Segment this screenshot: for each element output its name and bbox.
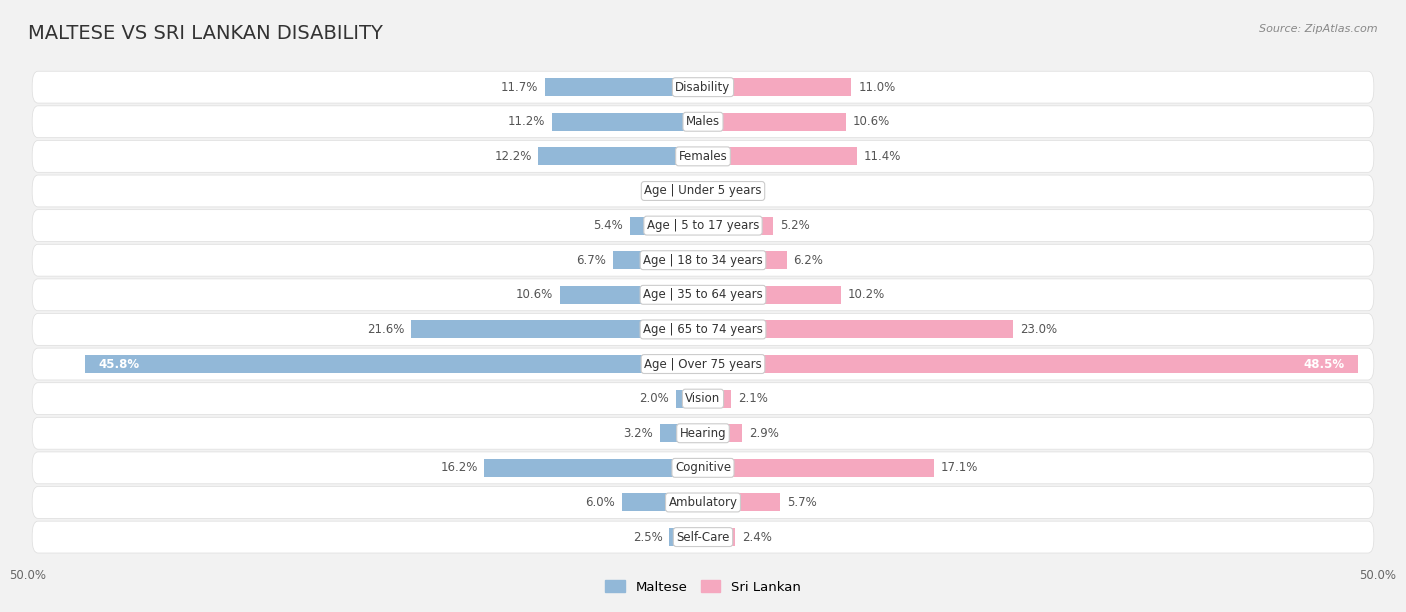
Text: 10.6%: 10.6% [853,115,890,129]
Text: Source: ZipAtlas.com: Source: ZipAtlas.com [1260,24,1378,34]
Text: 1.3%: 1.3% [650,184,679,198]
Text: 17.1%: 17.1% [941,461,979,474]
Text: 10.6%: 10.6% [516,288,553,301]
Text: 11.7%: 11.7% [501,81,538,94]
FancyBboxPatch shape [32,106,1374,138]
FancyBboxPatch shape [32,382,1374,414]
Text: 5.2%: 5.2% [780,219,810,232]
Text: Age | Under 5 years: Age | Under 5 years [644,184,762,198]
Bar [703,147,856,165]
Bar [659,424,703,442]
Bar [551,113,703,131]
Text: Age | 5 to 17 years: Age | 5 to 17 years [647,219,759,232]
FancyBboxPatch shape [32,313,1374,345]
FancyBboxPatch shape [32,487,1374,518]
Bar [703,113,846,131]
Text: 23.0%: 23.0% [1021,323,1057,336]
Text: Ambulatory: Ambulatory [668,496,738,509]
Text: Hearing: Hearing [679,427,727,440]
Text: 6.7%: 6.7% [576,254,606,267]
Bar [621,493,703,512]
Text: 21.6%: 21.6% [367,323,405,336]
Text: 11.4%: 11.4% [863,150,901,163]
Text: 2.0%: 2.0% [640,392,669,405]
Bar [669,528,703,546]
Text: 1.1%: 1.1% [724,184,755,198]
FancyBboxPatch shape [32,417,1374,449]
Text: Self-Care: Self-Care [676,531,730,543]
Bar [703,390,731,408]
Legend: Maltese, Sri Lankan: Maltese, Sri Lankan [600,575,806,599]
Text: 45.8%: 45.8% [98,357,139,370]
Text: 5.4%: 5.4% [593,219,623,232]
Text: Males: Males [686,115,720,129]
Bar [703,493,780,512]
Bar [613,251,703,269]
Bar [538,147,703,165]
Bar [703,459,934,477]
Bar [546,78,703,96]
Bar [703,251,787,269]
FancyBboxPatch shape [32,348,1374,380]
FancyBboxPatch shape [32,175,1374,207]
Bar [703,321,1014,338]
Text: Age | 18 to 34 years: Age | 18 to 34 years [643,254,763,267]
Text: 16.2%: 16.2% [440,461,478,474]
Bar [560,286,703,304]
Text: 48.5%: 48.5% [1303,357,1344,370]
Text: 2.9%: 2.9% [749,427,779,440]
Text: MALTESE VS SRI LANKAN DISABILITY: MALTESE VS SRI LANKAN DISABILITY [28,24,382,43]
Text: 2.1%: 2.1% [738,392,768,405]
Bar [703,286,841,304]
FancyBboxPatch shape [32,71,1374,103]
FancyBboxPatch shape [32,452,1374,483]
Text: 12.2%: 12.2% [494,150,531,163]
Text: Age | Over 75 years: Age | Over 75 years [644,357,762,370]
Bar [676,390,703,408]
Text: 11.0%: 11.0% [858,81,896,94]
Bar [412,321,703,338]
Bar [686,182,703,200]
Bar [84,355,703,373]
Text: Cognitive: Cognitive [675,461,731,474]
Text: 5.7%: 5.7% [787,496,817,509]
Text: 6.0%: 6.0% [585,496,616,509]
Bar [703,528,735,546]
Text: Age | 65 to 74 years: Age | 65 to 74 years [643,323,763,336]
Text: Age | 35 to 64 years: Age | 35 to 64 years [643,288,763,301]
Bar [703,355,1358,373]
FancyBboxPatch shape [32,141,1374,173]
FancyBboxPatch shape [32,210,1374,242]
Text: 3.2%: 3.2% [623,427,652,440]
FancyBboxPatch shape [32,521,1374,553]
Bar [630,217,703,234]
Bar [484,459,703,477]
Bar [703,182,718,200]
Bar [703,217,773,234]
Text: Vision: Vision [685,392,721,405]
Bar [703,78,852,96]
Text: Disability: Disability [675,81,731,94]
Text: 6.2%: 6.2% [793,254,824,267]
Text: 2.4%: 2.4% [742,531,772,543]
Text: 10.2%: 10.2% [848,288,884,301]
Text: Females: Females [679,150,727,163]
Text: 2.5%: 2.5% [633,531,662,543]
FancyBboxPatch shape [32,279,1374,311]
Text: 11.2%: 11.2% [508,115,546,129]
Bar [703,424,742,442]
FancyBboxPatch shape [32,244,1374,276]
